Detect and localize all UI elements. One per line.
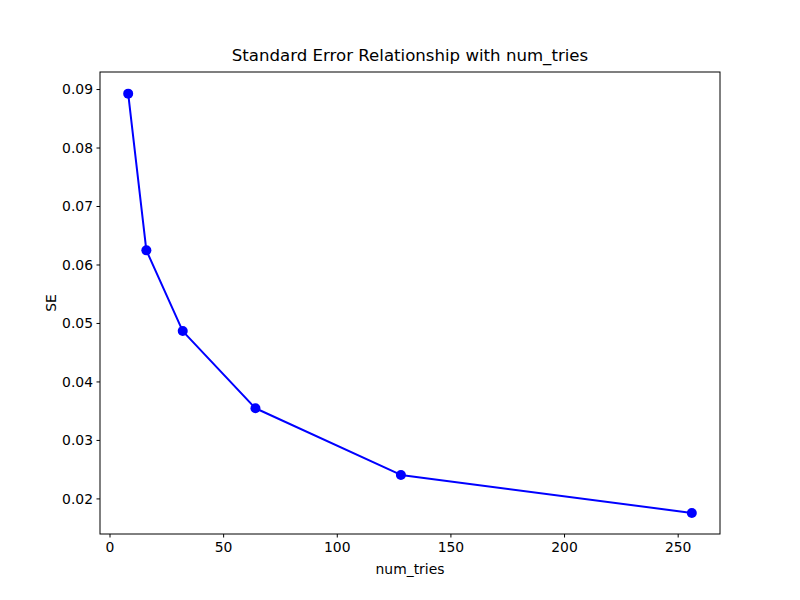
data-point (250, 403, 260, 413)
y-tick-label: 0.07 (62, 198, 93, 214)
y-tick-label: 0.06 (62, 257, 93, 273)
y-axis-label: SE (43, 294, 59, 312)
x-tick-label: 0 (106, 539, 115, 555)
figure: 0 50 100 150 200 250 0.02 0.03 0.04 0.05 0.06 0.07 0… (0, 0, 800, 600)
data-point (141, 245, 151, 255)
data-point (178, 326, 188, 336)
x-tick-label: 100 (324, 539, 351, 555)
data-point (687, 508, 697, 518)
data-point (123, 89, 133, 99)
chart-title: Standard Error Relationship with num_tri… (100, 46, 720, 65)
x-tick-label: 150 (438, 539, 465, 555)
y-tick-label: 0.02 (62, 491, 93, 507)
x-tick-label: 250 (665, 539, 692, 555)
x-tick-label: 200 (551, 539, 578, 555)
y-tick-label: 0.05 (62, 315, 93, 331)
y-tick-label: 0.04 (62, 374, 93, 390)
x-tick-label: 50 (215, 539, 233, 555)
y-tick-label: 0.08 (62, 140, 93, 156)
y-tick-label: 0.03 (62, 432, 93, 448)
data-point (396, 470, 406, 480)
x-axis-label: num_tries (100, 561, 720, 577)
plot-border (100, 72, 720, 534)
y-tick-label: 0.09 (62, 81, 93, 97)
line-chart-plot: 0 50 100 150 200 250 0.02 0.03 0.04 0.05 0.06 0.07 0… (0, 0, 800, 600)
